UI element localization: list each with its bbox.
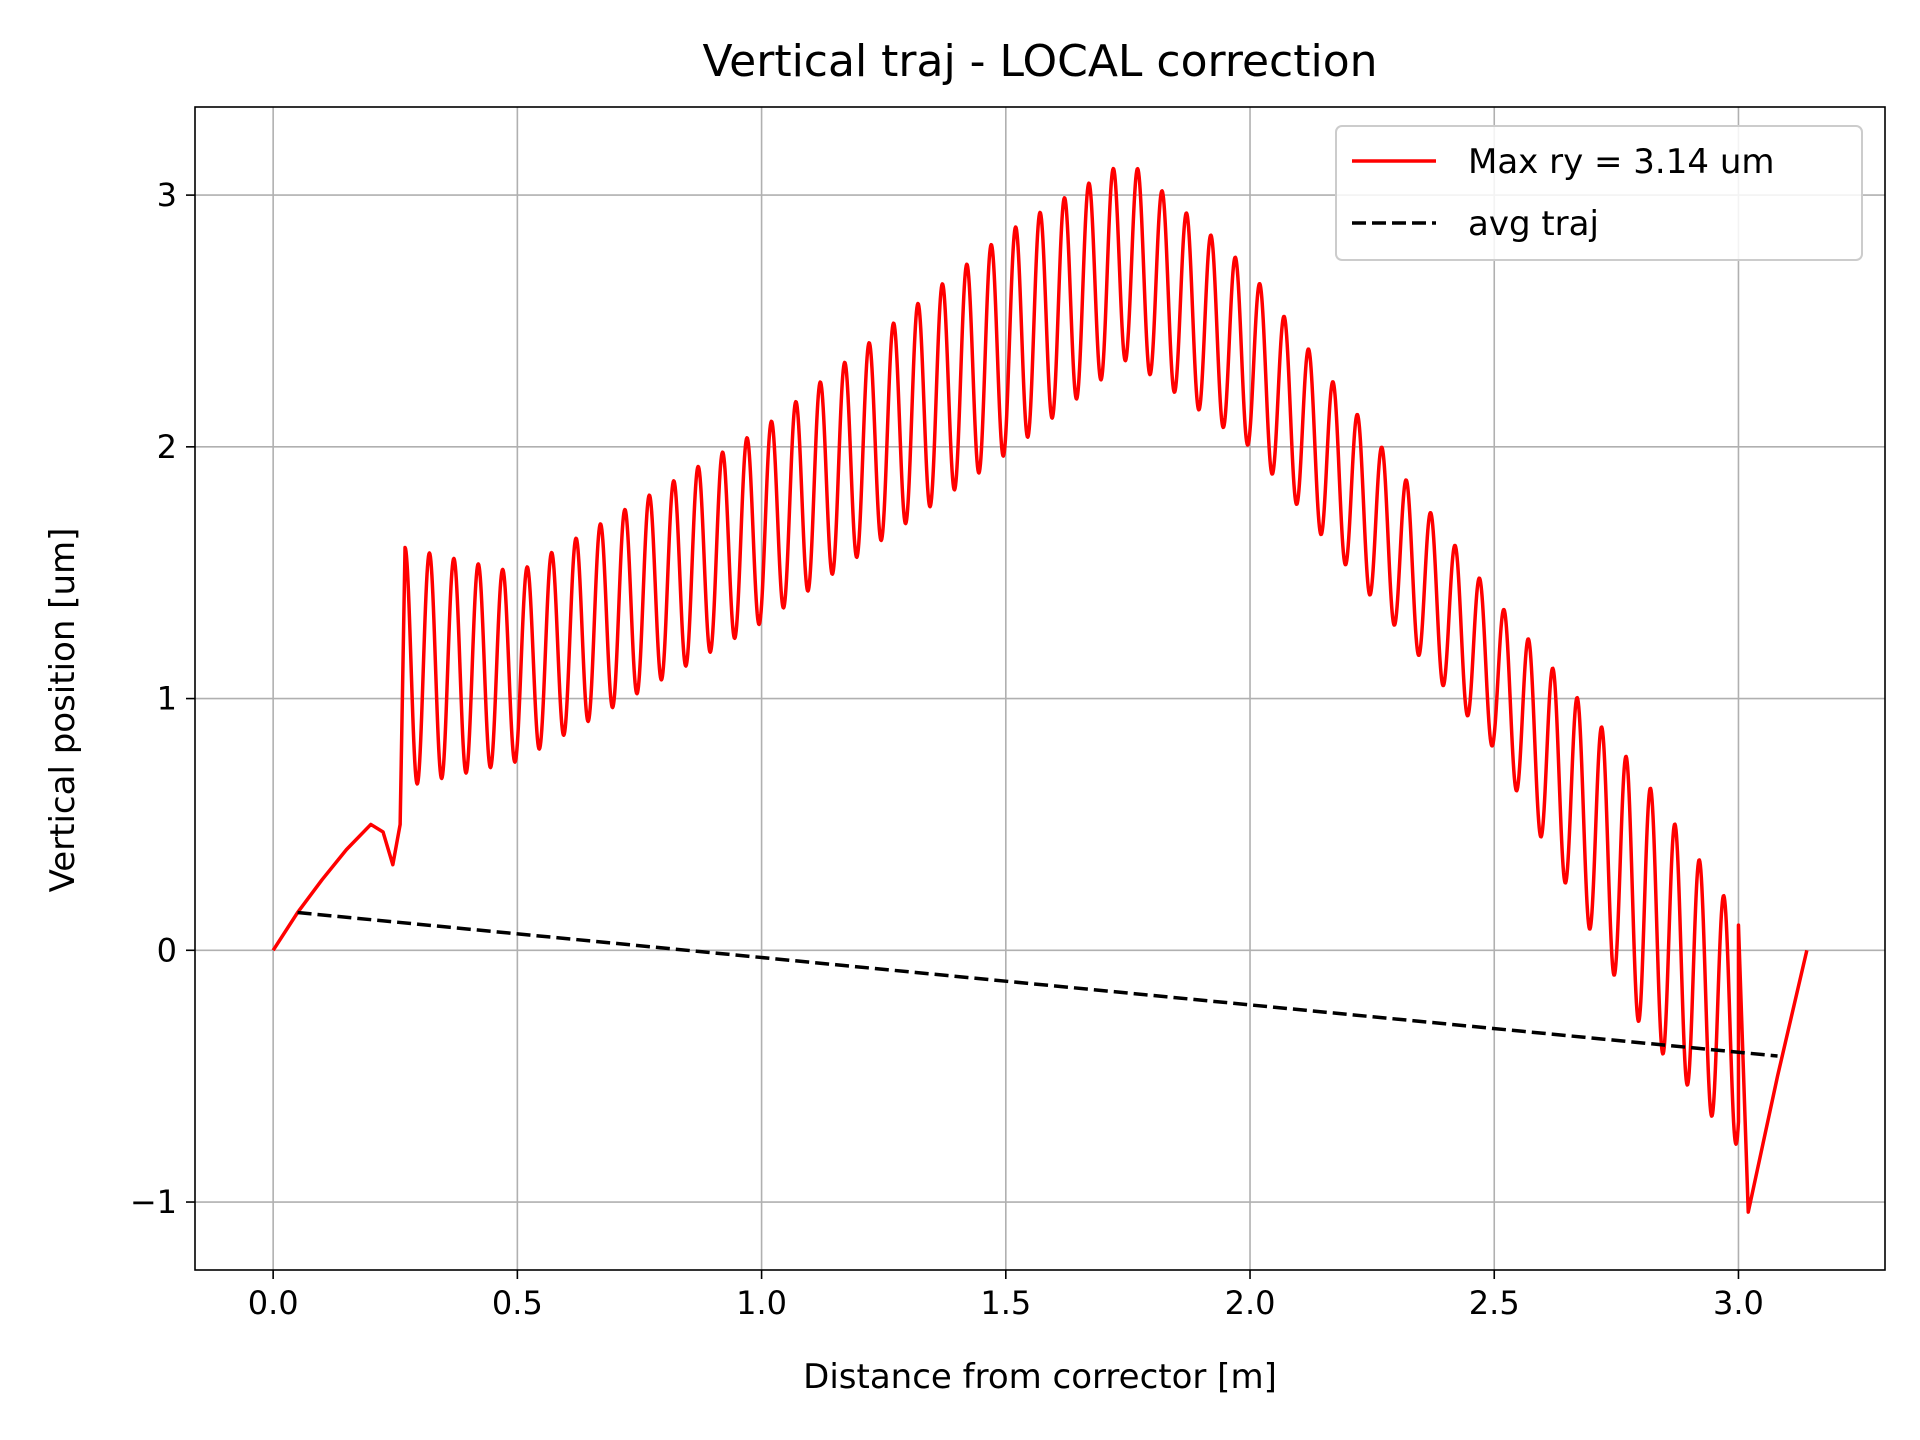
x-tick-label: 1.0 — [736, 1284, 787, 1322]
x-tick-label: 2.0 — [1225, 1284, 1276, 1322]
y-tick-label: −1 — [130, 1183, 177, 1221]
x-tick-label: 0.5 — [492, 1284, 543, 1322]
y-axis-label: Vertical position [um] — [43, 528, 83, 893]
x-tick-label: 0.0 — [248, 1284, 299, 1322]
x-tick-label: 1.5 — [980, 1284, 1031, 1322]
y-tick-label: 0 — [157, 931, 177, 969]
x-tick-label: 2.5 — [1469, 1284, 1520, 1322]
y-tick-label: 2 — [157, 428, 177, 466]
grid — [195, 107, 1885, 1270]
series-layer — [271, 166, 1809, 1214]
legend-box — [1335, 125, 1863, 261]
x-tick-label: 3.0 — [1713, 1284, 1764, 1322]
x-axis: 0.0 0.5 1.0 1.5 2.0 2.5 3.0 — [248, 1270, 1764, 1322]
plot-frame — [194, 106, 1886, 1271]
legend-label-avg-traj: avg traj — [1468, 204, 1599, 244]
series-line-max-ry — [271, 166, 1809, 1214]
y-tick-label: 1 — [157, 680, 177, 718]
series-line-avg-traj — [297, 910, 1778, 1058]
y-axis: −1 0 1 2 3 — [130, 176, 195, 1221]
x-axis-label: Distance from corrector [m] — [803, 1357, 1277, 1397]
legend: Max ry = 3.14 um avg traj — [1335, 125, 1863, 261]
legend-label-max-ry: Max ry = 3.14 um — [1468, 142, 1774, 182]
chart-title: Vertical traj - LOCAL correction — [702, 36, 1377, 87]
y-tick-label: 3 — [157, 176, 177, 214]
